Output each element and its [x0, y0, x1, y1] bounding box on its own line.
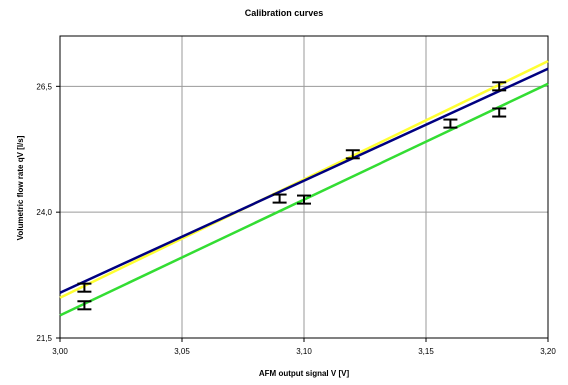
x-tick-label: 3,05 — [174, 347, 190, 356]
error-bar — [77, 282, 92, 293]
x-tick-label: 3,20 — [540, 347, 556, 356]
error-bar — [297, 194, 311, 205]
x-axis-ticks: 3,00 3,05 3,10 3,15 3,20 — [52, 338, 556, 356]
x-axis-label: AFM output signal V [V] — [259, 369, 350, 378]
y-tick-label: 26,5 — [36, 82, 52, 91]
x-tick-label: 3,00 — [52, 347, 68, 356]
chart-title: Calibration curves — [245, 8, 324, 18]
error-bars — [77, 81, 507, 311]
error-bar — [77, 300, 92, 311]
error-bar — [492, 107, 507, 118]
error-bar — [272, 193, 287, 204]
y-axis-label: Volumetric flow rate qV [l/s] — [16, 135, 25, 240]
error-bar — [492, 81, 507, 92]
y-axis-ticks: 21,5 24,0 26,5 — [36, 82, 60, 343]
x-tick-label: 3,15 — [418, 347, 434, 356]
y-tick-label: 24,0 — [36, 208, 52, 217]
x-tick-label: 3,10 — [296, 347, 312, 356]
y-tick-label: 21,5 — [36, 334, 52, 343]
series-line-2 — [59, 67, 549, 294]
error-bar — [443, 118, 458, 129]
grid — [59, 36, 549, 339]
error-bar — [345, 149, 360, 160]
